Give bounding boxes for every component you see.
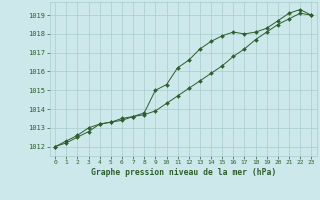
X-axis label: Graphe pression niveau de la mer (hPa): Graphe pression niveau de la mer (hPa) (91, 168, 276, 177)
